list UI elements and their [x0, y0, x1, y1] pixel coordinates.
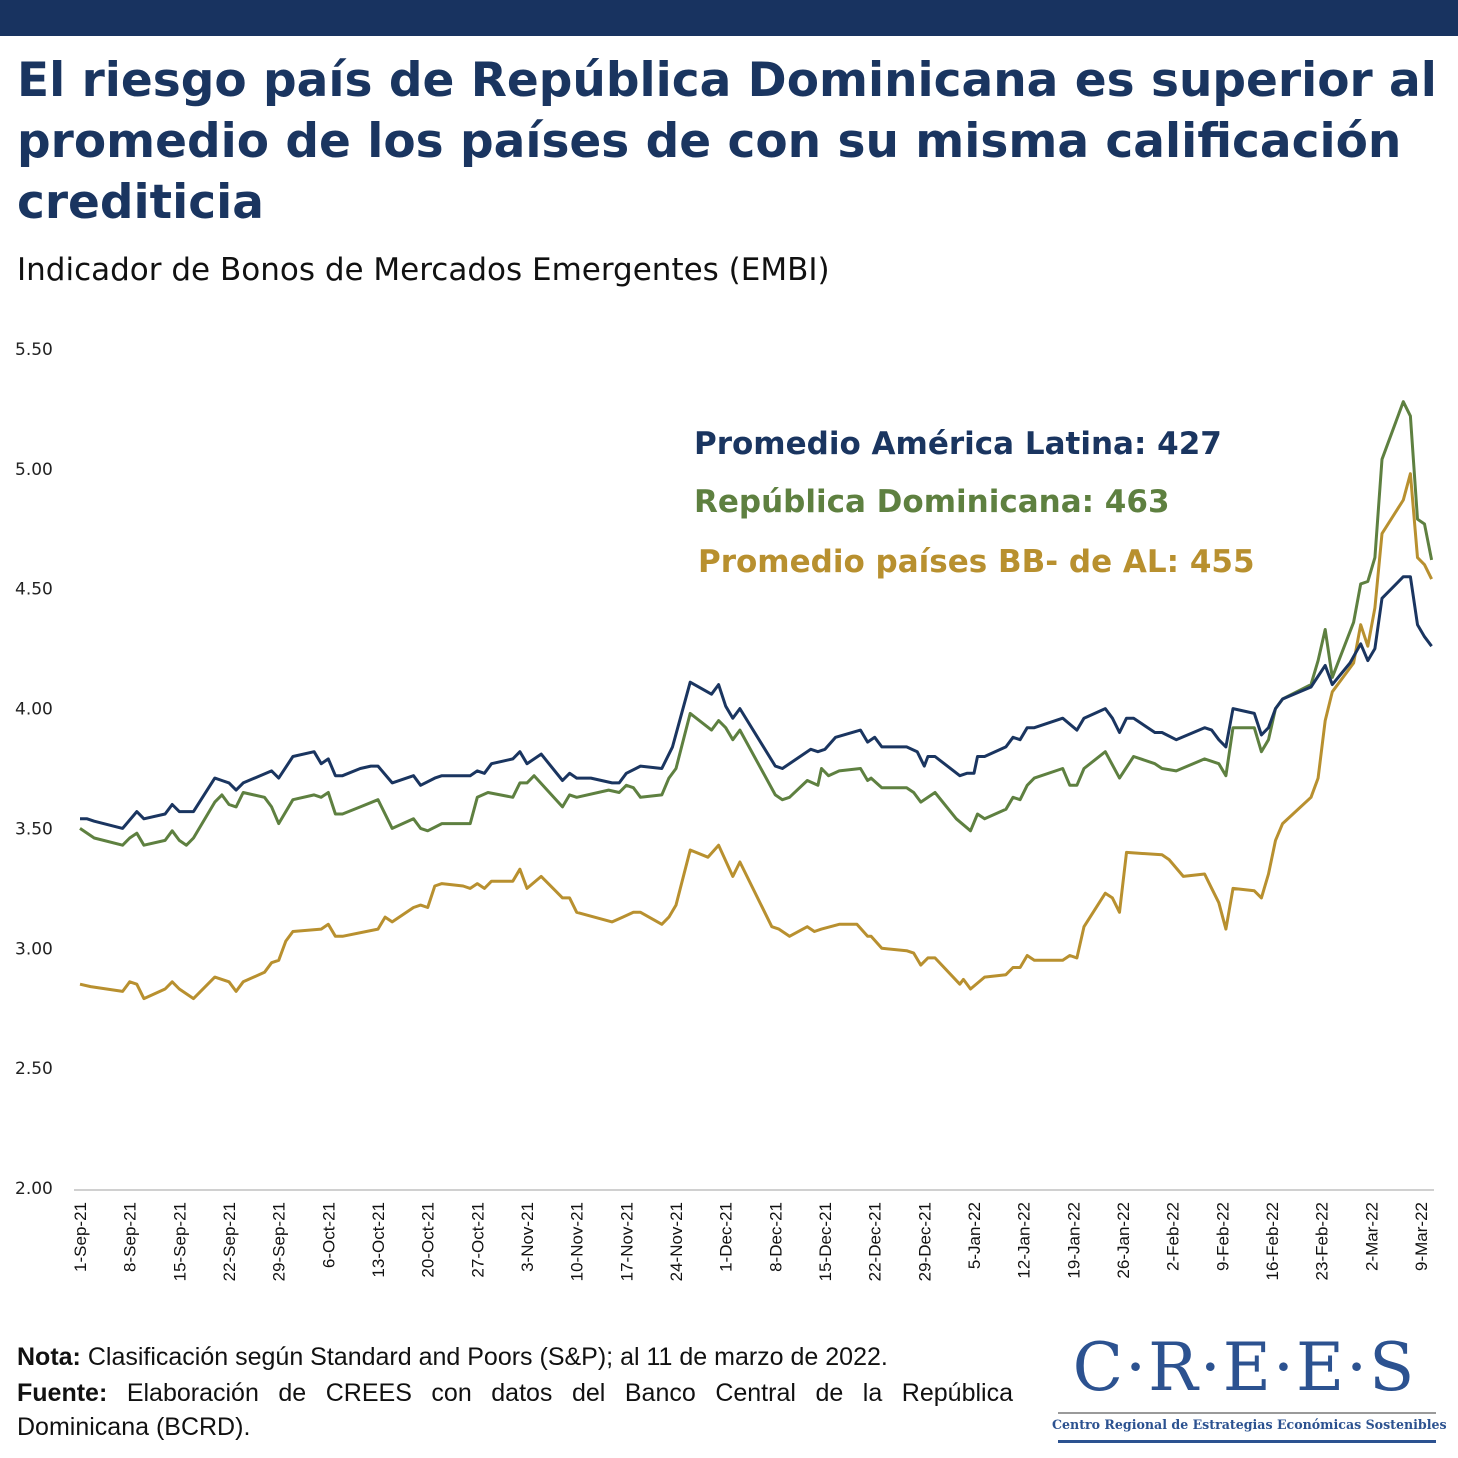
- y-tick-label: 3.00: [15, 939, 53, 959]
- x-tick-label: 8-Dec-21: [766, 1202, 785, 1272]
- x-tick-label: 9-Feb-22: [1213, 1202, 1232, 1271]
- y-tick-label: 4.00: [15, 700, 53, 720]
- x-tick-label: 1-Sep-21: [71, 1202, 90, 1272]
- logo-tagline: Centro Regional de Estrategias Económica…: [1052, 1417, 1447, 1432]
- x-tick-label: 8-Sep-21: [121, 1202, 140, 1272]
- embi-line-chart: 2.00 2.50 3.00 3.50 4.00 4.50 5.00 5.50 1-Sep-2…: [15, 340, 1434, 1281]
- x-tick-label: 6-Oct-21: [319, 1202, 338, 1268]
- y-tick-label: 3.50: [15, 819, 53, 839]
- x-tick-label: 1-Dec-21: [717, 1202, 736, 1272]
- x-tick-label: 26-Jan-22: [1114, 1202, 1133, 1279]
- y-tick-label: 2.50: [15, 1059, 53, 1079]
- x-tick-label: 27-Oct-21: [468, 1202, 487, 1278]
- x-tick-label: 15-Sep-21: [170, 1202, 189, 1281]
- x-tick-label: 22-Dec-21: [866, 1202, 885, 1281]
- series-line-latam: [80, 575, 1433, 830]
- header-bar: [0, 0, 1458, 36]
- y-tick-label: 4.50: [15, 580, 53, 600]
- notes-block: Nota: Clasificación según Standard and P…: [17, 1340, 1013, 1444]
- x-tick-label: 29-Sep-21: [270, 1202, 289, 1281]
- nota-line: Nota: Clasificación según Standard and P…: [17, 1340, 1013, 1374]
- chart-subtitle: Indicador de Bonos de Mercados Emergente…: [17, 252, 830, 288]
- x-tick-label: 17-Nov-21: [617, 1202, 636, 1281]
- series-line-rd: [79, 400, 1434, 847]
- series-line-bb: [79, 472, 1433, 1001]
- y-axis: 2.00 2.50 3.00 3.50 4.00 4.50 5.00 5.50: [15, 340, 53, 1199]
- x-tick-label: 22-Sep-21: [220, 1202, 239, 1281]
- nota-label: Nota:: [17, 1343, 81, 1371]
- legend-rd: República Dominicana: 463: [694, 484, 1170, 520]
- y-tick-label: 5.50: [15, 340, 53, 360]
- x-tick-label: 20-Oct-21: [419, 1202, 438, 1278]
- x-axis: 1-Sep-21 8-Sep-21 15-Sep-21 22-Sep-21 29-Sep…: [71, 1202, 1431, 1281]
- page-title: El riesgo país de República Dominicana e…: [17, 53, 1437, 230]
- fuente-line: Fuente: Elaboración de CREES con datos d…: [17, 1376, 1013, 1444]
- x-tick-label: 13-Oct-21: [369, 1202, 388, 1278]
- logo-divider: [1058, 1412, 1436, 1414]
- fuente-label: Fuente:: [17, 1379, 108, 1407]
- x-tick-label: 9-Mar-22: [1412, 1202, 1431, 1271]
- x-tick-label: 24-Nov-21: [667, 1202, 686, 1281]
- x-tick-label: 23-Feb-22: [1313, 1202, 1332, 1280]
- logo-underline: [1058, 1440, 1436, 1443]
- y-tick-label: 2.00: [15, 1179, 53, 1199]
- legend-latam: Promedio América Latina: 427: [694, 426, 1222, 462]
- x-tick-label: 12-Jan-22: [1015, 1202, 1034, 1279]
- x-tick-label: 19-Jan-22: [1064, 1202, 1083, 1279]
- y-tick-label: 5.00: [15, 460, 53, 480]
- legend: Promedio América Latina: 427 República D…: [694, 426, 1255, 580]
- x-tick-label: 16-Feb-22: [1263, 1202, 1282, 1280]
- x-tick-label: 5-Jan-22: [965, 1202, 984, 1269]
- x-tick-label: 29-Dec-21: [915, 1202, 934, 1281]
- x-tick-label: 15-Dec-21: [816, 1202, 835, 1281]
- legend-bb: Promedio países BB- de AL: 455: [698, 544, 1255, 580]
- x-tick-label: 2-Feb-22: [1164, 1202, 1183, 1271]
- crees-logo: C·R·E·E·S Centro Regional de Estrategias…: [1052, 1329, 1447, 1448]
- x-tick-label: 10-Nov-21: [568, 1202, 587, 1281]
- fuente-text: Elaboración de CREES con datos del Banco…: [17, 1379, 1013, 1441]
- x-tick-label: 2-Mar-22: [1362, 1202, 1381, 1271]
- nota-text: Clasificación según Standard and Poors (…: [80, 1343, 888, 1371]
- logo-wordmark: C·R·E·E·S: [1072, 1329, 1417, 1406]
- x-tick-label: 3-Nov-21: [518, 1202, 537, 1272]
- series-group: [79, 400, 1434, 1001]
